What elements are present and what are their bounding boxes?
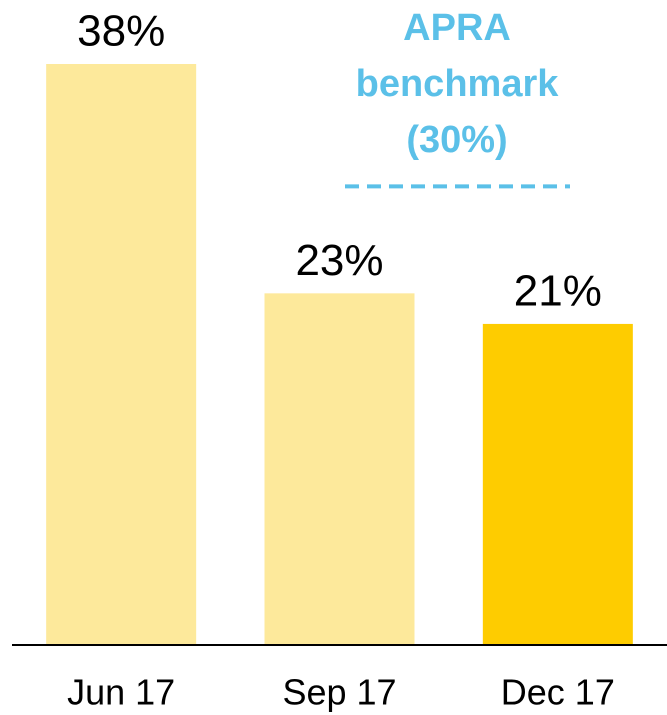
benchmark-label: (30%) — [406, 119, 507, 161]
value-label: 23% — [295, 236, 383, 285]
benchmark-label: benchmark — [356, 63, 560, 105]
benchmark-label: APRA — [403, 7, 511, 49]
bar — [46, 64, 197, 645]
value-label: 21% — [514, 267, 602, 316]
x-tick-label: Jun 17 — [67, 672, 175, 713]
value-label: 38% — [77, 7, 165, 56]
x-tick-label: Dec 17 — [501, 672, 615, 713]
bar — [264, 293, 415, 645]
x-tick-label: Sep 17 — [282, 672, 396, 713]
bar — [482, 323, 633, 645]
